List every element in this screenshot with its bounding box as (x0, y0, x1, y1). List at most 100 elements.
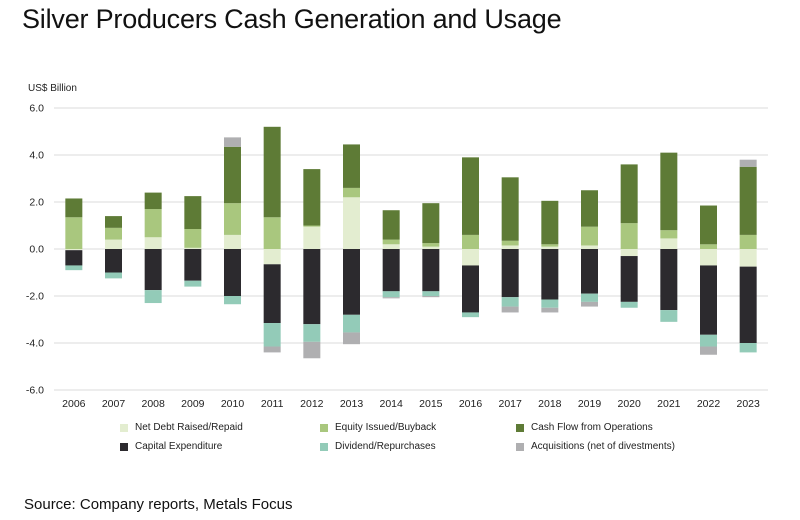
bar-segment (105, 227, 122, 240)
bar-segment (462, 157, 479, 235)
bar-segment (541, 299, 559, 308)
bar-segment (105, 272, 122, 279)
bar-segment (224, 296, 241, 305)
bar-segment (303, 324, 321, 342)
y-tick-label: 0.0 (29, 244, 44, 256)
bar-segment (462, 234, 479, 249)
bar-segment (224, 146, 241, 204)
bar-segment (541, 200, 559, 245)
bar-segment (184, 229, 202, 248)
legend-label-dividend: Dividend/Repurchases (335, 441, 436, 452)
bar-segment (303, 341, 321, 359)
bar-segment (581, 249, 598, 294)
bar-segment (462, 265, 479, 313)
x-tick-label: 2018 (538, 398, 562, 410)
bar-segment (700, 244, 717, 249)
bar-segment (581, 190, 598, 227)
x-tick-label: 2014 (379, 398, 403, 410)
x-tick-label: 2016 (459, 398, 483, 410)
legend-item-net-debt: Net Debt Raised/Repaid (120, 422, 320, 433)
bar-segment (422, 203, 440, 244)
stacked-bar-chart: 6.0 4.0 2.0 0.0 -2.0 -4.0 -6.0 2006 2007 2008 2009… (26, 103, 768, 410)
bar-segment (303, 249, 321, 325)
y-tick-label: -4.0 (26, 338, 44, 350)
chart-legend: Net Debt Raised/Repaid Equity Issued/Buy… (120, 422, 780, 452)
bar-segment (501, 306, 519, 313)
x-tick-label: 2022 (697, 398, 721, 410)
bar-segment (541, 244, 559, 247)
y-tick-label: 2.0 (29, 197, 44, 209)
bar-segment (739, 159, 757, 167)
x-tick-label: 2007 (102, 398, 126, 410)
x-tick-label: 2023 (736, 398, 760, 410)
bar-segment (501, 245, 519, 249)
legend-swatch-net-debt (120, 423, 128, 432)
x-tick-label: 2019 (578, 398, 602, 410)
bar-segment (144, 290, 162, 304)
legend-item-capex: Capital Expenditure (120, 441, 320, 452)
bar-segment (620, 301, 638, 308)
bar-segment (263, 249, 281, 265)
bar-segment (541, 246, 559, 249)
bar-segment (422, 246, 440, 249)
bar-segment (501, 240, 519, 246)
bar-segment (65, 217, 83, 249)
bar-segment (184, 249, 202, 281)
bar-segment (382, 249, 400, 292)
legend-item-equity: Equity Issued/Buyback (320, 422, 516, 433)
x-tick-label: 2015 (419, 398, 443, 410)
bar-segment (422, 296, 440, 298)
bar-segment (144, 249, 162, 291)
bar-segment (184, 280, 202, 287)
bar-segment (660, 249, 678, 311)
bar-segment (263, 217, 281, 249)
bar-segment (105, 249, 122, 273)
bar-segment (541, 249, 559, 300)
bar-segment (620, 256, 638, 302)
bar-segment (739, 343, 757, 353)
bar-segment (382, 210, 400, 240)
bar-segment (343, 314, 360, 333)
bar-segment (382, 239, 400, 245)
legend-swatch-cash-flow (516, 423, 524, 432)
bar-segment (184, 247, 202, 249)
bar-segment (303, 225, 321, 227)
x-tick-label: 2021 (657, 398, 681, 410)
bar-segment (343, 332, 360, 345)
bar-segment (382, 244, 400, 249)
bar-segment (422, 243, 440, 247)
bar-segment (224, 249, 241, 296)
x-tick-label: 2009 (181, 398, 205, 410)
bar-segment (501, 297, 519, 307)
source-note: Source: Company reports, Metals Focus (24, 496, 293, 513)
legend-label-equity: Equity Issued/Buyback (335, 422, 437, 433)
bar-segment (263, 264, 281, 324)
bar-segment (620, 164, 638, 224)
bar-segment (144, 209, 162, 238)
x-tick-label: 2008 (141, 398, 165, 410)
bar-segment (343, 249, 360, 315)
bar-segment (660, 230, 678, 239)
bar-segment (263, 346, 281, 353)
bar-segment (739, 266, 757, 343)
bar-segment (620, 223, 638, 249)
bar-segment (343, 187, 360, 198)
bar-segment (224, 203, 241, 235)
y-tick-label: -2.0 (26, 291, 44, 303)
bar-segment (144, 237, 162, 249)
legend-label-acquisitions: Acquisitions (net of divestments) (531, 441, 675, 452)
bar-segment (462, 312, 479, 318)
x-tick-label: 2010 (221, 398, 245, 410)
legend-label-net-debt: Net Debt Raised/Repaid (135, 422, 243, 433)
bar-segment (65, 249, 83, 251)
bar-segment (739, 234, 757, 249)
bar-segment (422, 291, 440, 296)
legend-swatch-equity (320, 423, 328, 432)
bar-segment (343, 144, 360, 188)
bar-segment (620, 249, 638, 257)
bar-segment (382, 297, 400, 299)
chart-title: Silver Producers Cash Generation and Usa… (22, 4, 562, 34)
bar-segment (501, 177, 519, 241)
bar-segment (224, 234, 241, 249)
bar-segment (700, 346, 717, 355)
